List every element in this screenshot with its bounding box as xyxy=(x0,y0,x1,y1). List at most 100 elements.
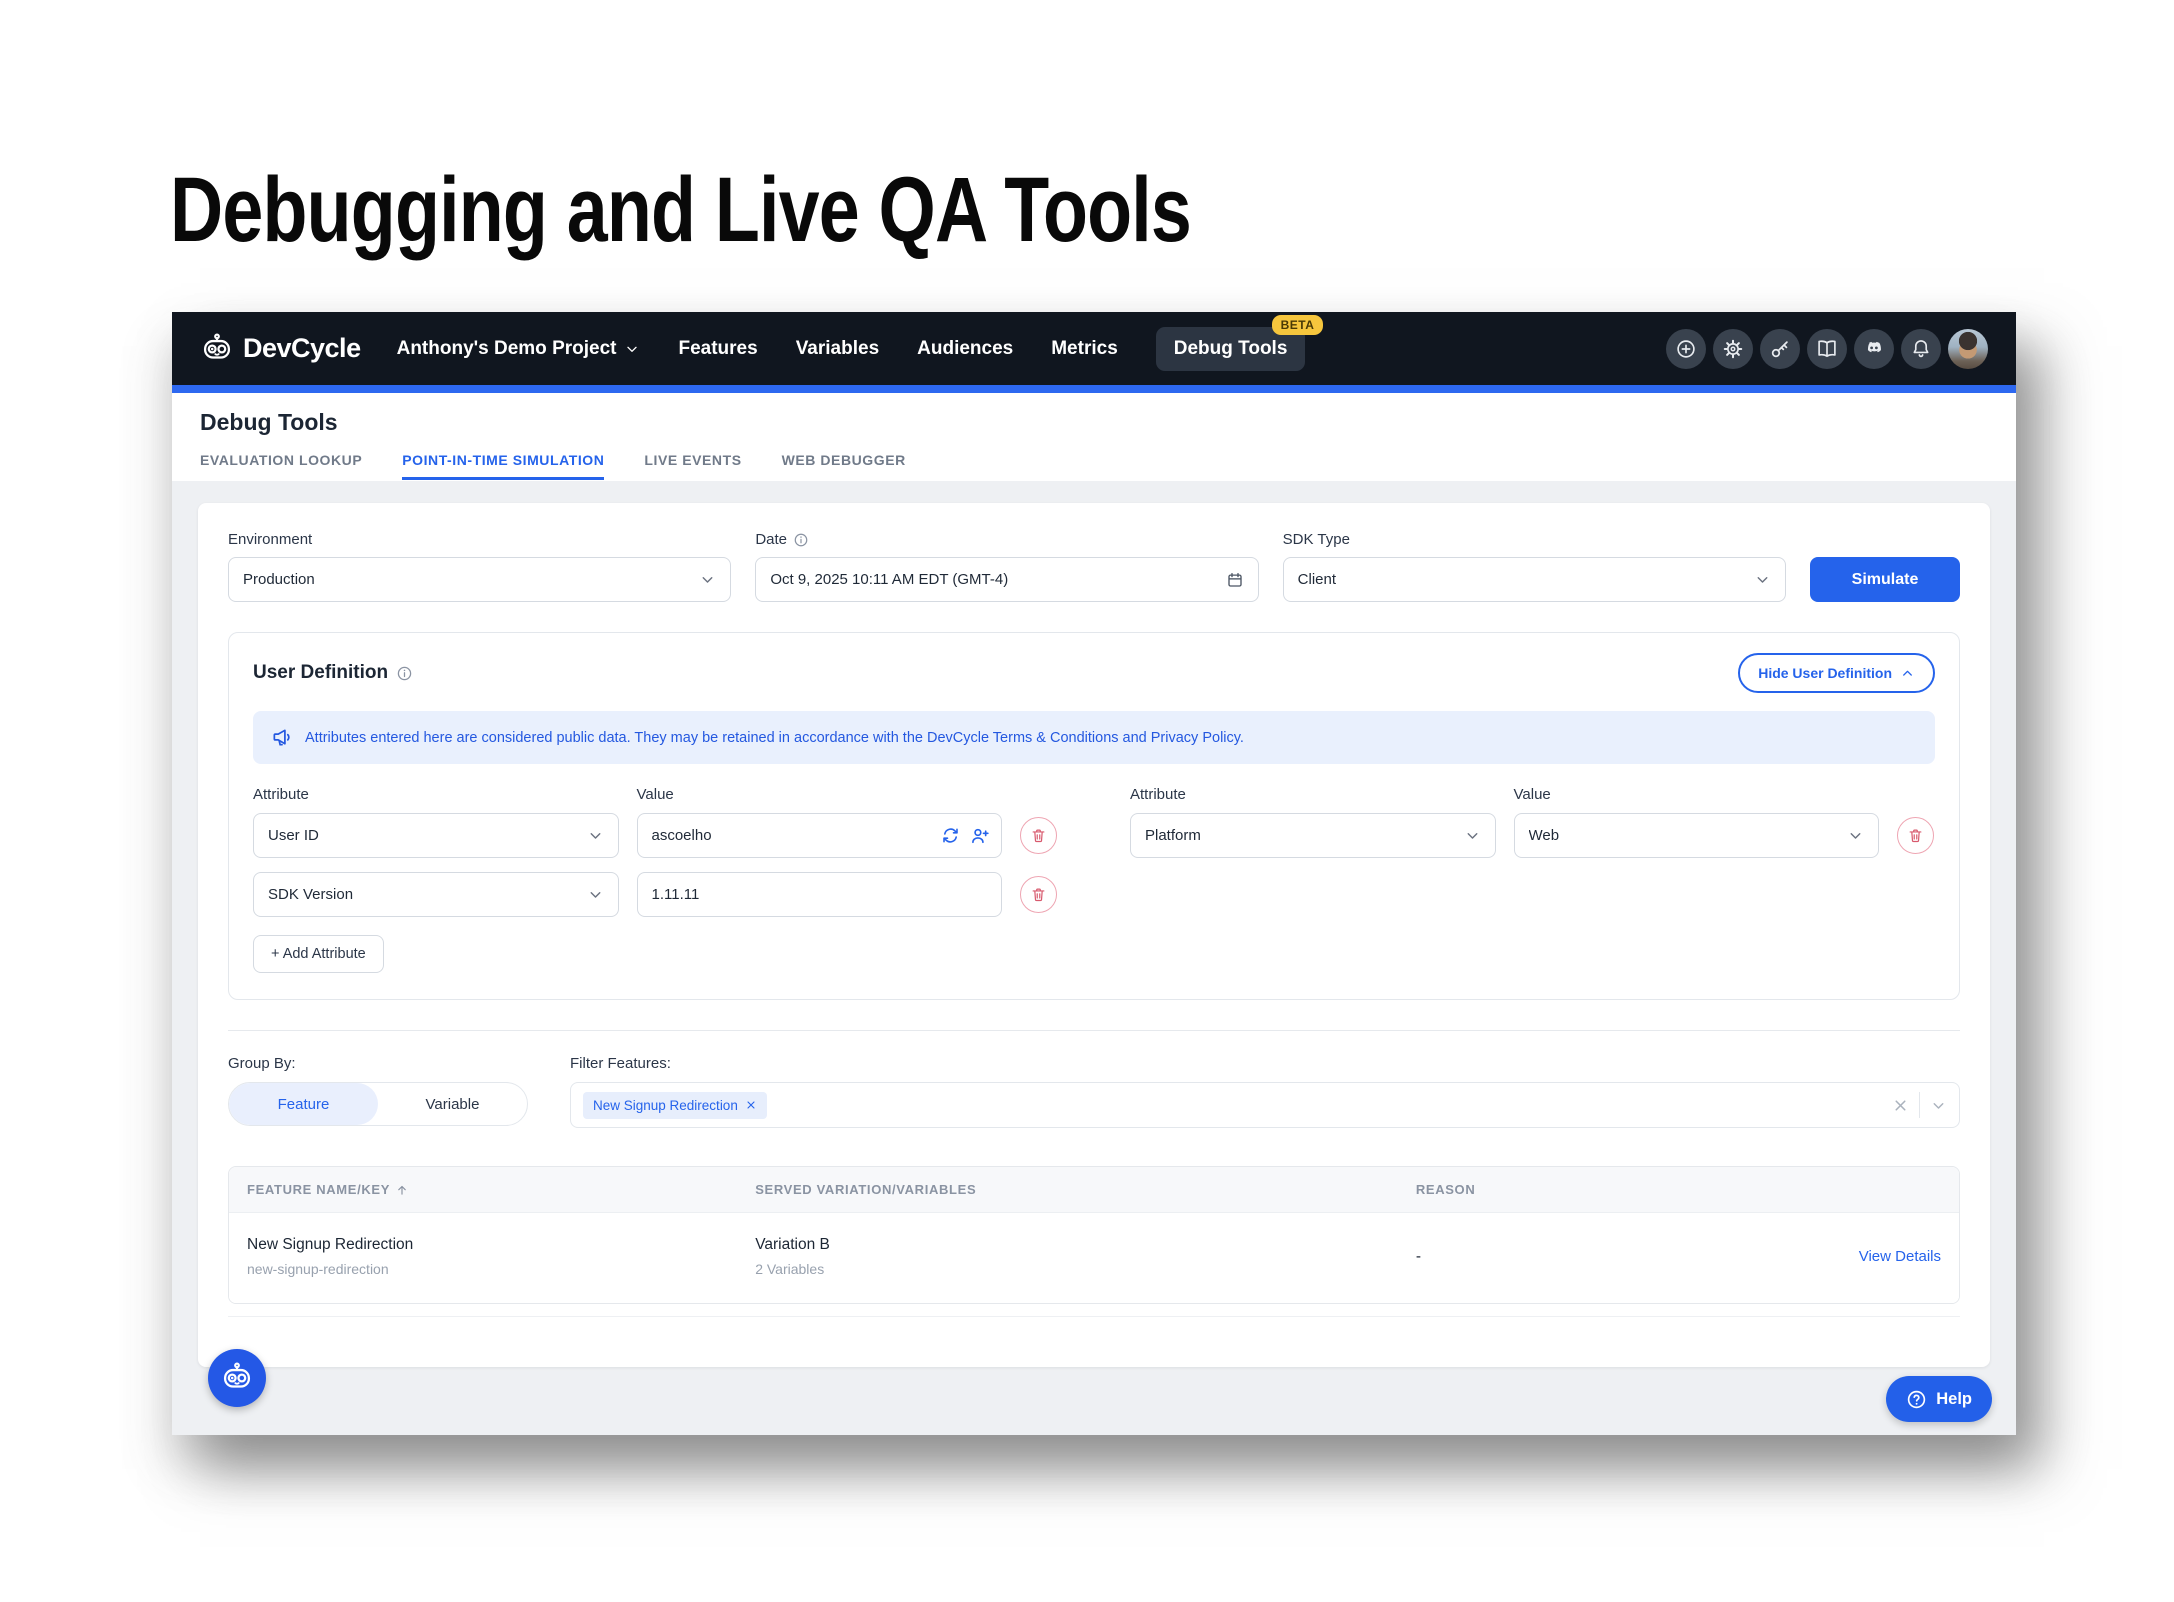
group-by-feature-option[interactable]: Feature xyxy=(229,1083,378,1125)
filter-controls: Group By: Feature Variable Filter Featur… xyxy=(228,1055,1960,1128)
bell-icon xyxy=(1910,338,1932,360)
discord-button[interactable] xyxy=(1854,328,1894,369)
nav-item-features[interactable]: Features xyxy=(678,337,758,359)
add-button[interactable] xyxy=(1666,328,1706,369)
banner-text: Attributes entered here are considered p… xyxy=(305,729,1244,746)
chevron-up-icon xyxy=(1900,666,1915,681)
question-circle-icon xyxy=(1906,1389,1927,1410)
tab-web-debugger[interactable]: WEB DEBUGGER xyxy=(781,452,906,468)
remove-chip-icon[interactable] xyxy=(745,1099,757,1111)
attribute-select-sdk-version[interactable]: SDK Version xyxy=(253,872,619,917)
user-id-value-input[interactable] xyxy=(636,813,1002,858)
tab-point-in-time-simulation[interactable]: POINT-IN-TIME SIMULATION xyxy=(402,452,605,480)
reason-value: - xyxy=(1415,1247,1422,1265)
simulation-controls: Environment Production Date Oct 9, 2025 … xyxy=(228,531,1960,602)
user-definition-title: User Definition xyxy=(253,662,389,683)
sdk-type-field: SDK Type Client xyxy=(1282,531,1786,602)
trash-icon xyxy=(1030,886,1047,903)
environment-select[interactable]: Production xyxy=(228,557,732,602)
column-reason: REASON xyxy=(1415,1182,1476,1197)
sdk-type-select[interactable]: Client xyxy=(1282,557,1786,602)
table-header: FEATURE NAME/KEY SERVED VARIATION/VARIAB… xyxy=(229,1167,1959,1212)
value-column-label: Value xyxy=(1513,786,1551,803)
help-button[interactable]: Help xyxy=(1886,1376,1992,1422)
platform-value-select[interactable]: Web xyxy=(1513,813,1879,858)
project-selector[interactable]: Anthony's Demo Project xyxy=(397,338,641,360)
tab-live-events[interactable]: LIVE EVENTS xyxy=(644,452,742,468)
chevron-down-icon xyxy=(1847,827,1864,844)
notifications-button[interactable] xyxy=(1901,328,1941,369)
date-value: Oct 9, 2025 10:11 AM EDT (GMT-4) xyxy=(770,571,1009,588)
robot-icon xyxy=(220,1361,254,1395)
public-data-banner: Attributes entered here are considered p… xyxy=(253,711,1935,764)
trash-icon xyxy=(1907,827,1924,844)
date-picker[interactable]: Oct 9, 2025 10:11 AM EDT (GMT-4) xyxy=(755,557,1259,602)
add-attribute-button[interactable]: + Add Attribute xyxy=(253,935,384,973)
chevron-down-icon xyxy=(587,886,604,903)
clear-filter-icon[interactable] xyxy=(1892,1097,1909,1114)
nav-item-audiences[interactable]: Audiences xyxy=(917,337,1014,359)
environment-field: Environment Production xyxy=(228,531,732,602)
user-avatar[interactable] xyxy=(1948,328,1988,369)
navbar-utilities xyxy=(1666,328,1988,369)
group-by-label: Group By: xyxy=(228,1055,296,1072)
plus-circle-icon xyxy=(1675,338,1697,360)
served-variation: Variation B xyxy=(755,1236,830,1253)
devcycle-assistant-button[interactable] xyxy=(208,1349,266,1407)
devcycle-logo[interactable]: DevCycle xyxy=(200,332,361,366)
value-column-label: Value xyxy=(636,786,674,803)
nav-item-variables[interactable]: Variables xyxy=(795,337,880,359)
docs-button[interactable] xyxy=(1807,328,1847,369)
attribute-column-label: Attribute xyxy=(253,786,309,803)
table-footer-divider xyxy=(228,1316,1960,1317)
api-keys-button[interactable] xyxy=(1760,328,1800,369)
attribute-select-user-id[interactable]: User ID xyxy=(253,813,619,858)
megaphone-icon xyxy=(271,726,294,749)
filter-features-label: Filter Features: xyxy=(570,1055,671,1072)
sdk-version-value-input[interactable] xyxy=(636,872,1002,917)
discord-icon xyxy=(1863,338,1885,360)
randomize-icon[interactable] xyxy=(941,826,960,845)
accent-bar xyxy=(172,385,2016,393)
slide-title: Debugging and Live QA Tools xyxy=(170,159,1192,261)
attribute-group-right: Attribute Value Platform Web xyxy=(1130,786,1935,858)
environment-value: Production xyxy=(243,571,315,588)
settings-button[interactable] xyxy=(1713,328,1753,369)
group-by-variable-option[interactable]: Variable xyxy=(425,1095,480,1113)
attribute-select-platform[interactable]: Platform xyxy=(1130,813,1496,858)
simulate-button[interactable]: Simulate xyxy=(1810,557,1960,602)
page-header: Debug Tools EVALUATION LOOKUP POINT-IN-T… xyxy=(172,393,2016,481)
nav-item-metrics[interactable]: Metrics xyxy=(1051,337,1118,359)
chevron-down-icon xyxy=(624,341,640,357)
view-details-link[interactable]: View Details xyxy=(1858,1248,1941,1265)
info-icon xyxy=(793,532,809,548)
nav-item-debug-tools[interactable]: Debug Tools BETA xyxy=(1155,314,1324,371)
tab-evaluation-lookup[interactable]: EVALUATION LOOKUP xyxy=(200,452,363,468)
chevron-down-icon xyxy=(699,571,716,588)
results-table: FEATURE NAME/KEY SERVED VARIATION/VARIAB… xyxy=(228,1166,1960,1304)
delete-attribute-button[interactable] xyxy=(1020,817,1057,854)
table-row: New Signup Redirection new-signup-redire… xyxy=(229,1212,1959,1303)
hide-user-definition-button[interactable]: Hide User Definition xyxy=(1738,653,1935,693)
feature-key: new-signup-redirection xyxy=(247,1261,389,1277)
filter-features-input[interactable]: New Signup Redirection xyxy=(570,1082,1960,1128)
delete-attribute-button[interactable] xyxy=(1020,876,1057,913)
book-icon xyxy=(1816,338,1838,360)
variables-count: 2 Variables xyxy=(755,1261,825,1277)
brand-name: DevCycle xyxy=(243,333,361,363)
devcycle-robot-icon xyxy=(200,332,234,366)
environment-label: Environment xyxy=(228,531,313,548)
primary-nav: Features Variables Audiences Metrics Deb… xyxy=(678,314,1324,371)
key-icon xyxy=(1769,338,1791,360)
sort-arrow-up-icon xyxy=(395,1183,409,1197)
column-feature-name[interactable]: FEATURE NAME/KEY xyxy=(247,1182,755,1197)
sdk-type-value: Client xyxy=(1297,571,1337,588)
chevron-down-icon[interactable] xyxy=(1930,1097,1947,1114)
filter-chip: New Signup Redirection xyxy=(583,1091,767,1119)
top-navbar: DevCycle Anthony's Demo Project Features… xyxy=(172,312,2016,385)
delete-attribute-button[interactable] xyxy=(1897,817,1934,854)
chevron-down-icon xyxy=(1464,827,1481,844)
attribute-column-label: Attribute xyxy=(1130,786,1186,803)
user-plus-icon[interactable] xyxy=(970,826,990,846)
date-field: Date Oct 9, 2025 10:11 AM EDT (GMT-4) xyxy=(755,531,1259,602)
